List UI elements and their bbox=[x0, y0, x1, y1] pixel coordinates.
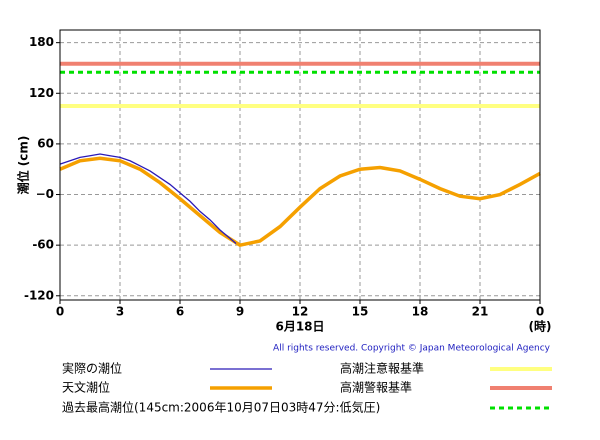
x-tick-label: 15 bbox=[352, 305, 369, 319]
copyright: All rights reserved. Copyright © Japan M… bbox=[273, 344, 551, 354]
y-tick-label: −0 bbox=[36, 187, 54, 201]
y-tick-label: 180 bbox=[29, 35, 54, 49]
legend-label: 天文潮位 bbox=[62, 380, 110, 395]
legend-label: 過去最高潮位(145cm:2006年10月07日03時47分:低気圧) bbox=[62, 400, 380, 415]
series-line bbox=[59, 156, 541, 248]
x-tick-label: 18 bbox=[412, 305, 429, 319]
x-tick-label: 21 bbox=[472, 305, 489, 319]
x-tick-label: 9 bbox=[236, 305, 244, 319]
x-tick-label: 3 bbox=[116, 305, 124, 319]
series-line bbox=[59, 153, 237, 244]
plot-frame bbox=[59, 29, 541, 301]
y-tick-label: 60 bbox=[37, 136, 54, 150]
legend-label: 高潮警報基準 bbox=[340, 380, 412, 395]
y-tick-label: -120 bbox=[24, 288, 54, 302]
legend-label: 実際の潮位 bbox=[62, 361, 122, 376]
legend-label: 高潮注意報基準 bbox=[340, 361, 424, 376]
x-tick-label: 0 bbox=[56, 305, 64, 319]
x-tick-label: 0 bbox=[536, 305, 544, 319]
x-tick-label: 6 bbox=[176, 305, 184, 319]
x-axis-label: 6月18日 bbox=[275, 320, 324, 334]
x-axis-unit: (時) bbox=[529, 319, 552, 334]
y-tick-label: 120 bbox=[29, 86, 54, 100]
y-tick-label: -60 bbox=[32, 238, 54, 252]
y-axis-label: 潮位 (cm) bbox=[16, 136, 31, 195]
x-tick-label: 12 bbox=[292, 305, 309, 319]
